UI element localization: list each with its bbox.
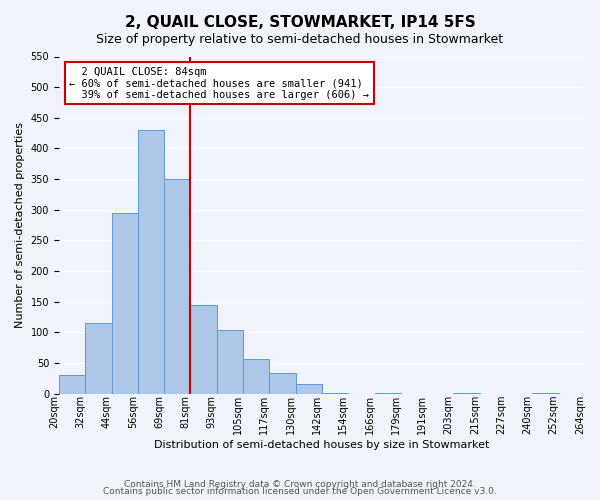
Bar — [164, 179, 190, 394]
Bar — [532, 393, 559, 394]
Text: Contains public sector information licensed under the Open Government Licence v3: Contains public sector information licen… — [103, 488, 497, 496]
Bar — [322, 393, 348, 394]
Bar — [296, 384, 322, 394]
Bar — [112, 213, 138, 394]
Y-axis label: Number of semi-detached properties: Number of semi-detached properties — [15, 122, 25, 328]
Bar — [138, 130, 164, 394]
Bar — [374, 393, 401, 394]
Bar — [243, 359, 269, 394]
Bar — [454, 393, 480, 394]
Bar — [85, 323, 112, 394]
X-axis label: Distribution of semi-detached houses by size in Stowmarket: Distribution of semi-detached houses by … — [154, 440, 490, 450]
Bar — [269, 372, 296, 394]
Text: 2, QUAIL CLOSE, STOWMARKET, IP14 5FS: 2, QUAIL CLOSE, STOWMARKET, IP14 5FS — [125, 15, 475, 30]
Text: 2 QUAIL CLOSE: 84sqm  
← 60% of semi-detached houses are smaller (941)
  39% of : 2 QUAIL CLOSE: 84sqm ← 60% of semi-detac… — [70, 66, 370, 100]
Bar — [217, 330, 243, 394]
Text: Contains HM Land Registry data © Crown copyright and database right 2024.: Contains HM Land Registry data © Crown c… — [124, 480, 476, 489]
Bar — [190, 304, 217, 394]
Text: Size of property relative to semi-detached houses in Stowmarket: Size of property relative to semi-detach… — [97, 32, 503, 46]
Bar — [59, 375, 85, 394]
